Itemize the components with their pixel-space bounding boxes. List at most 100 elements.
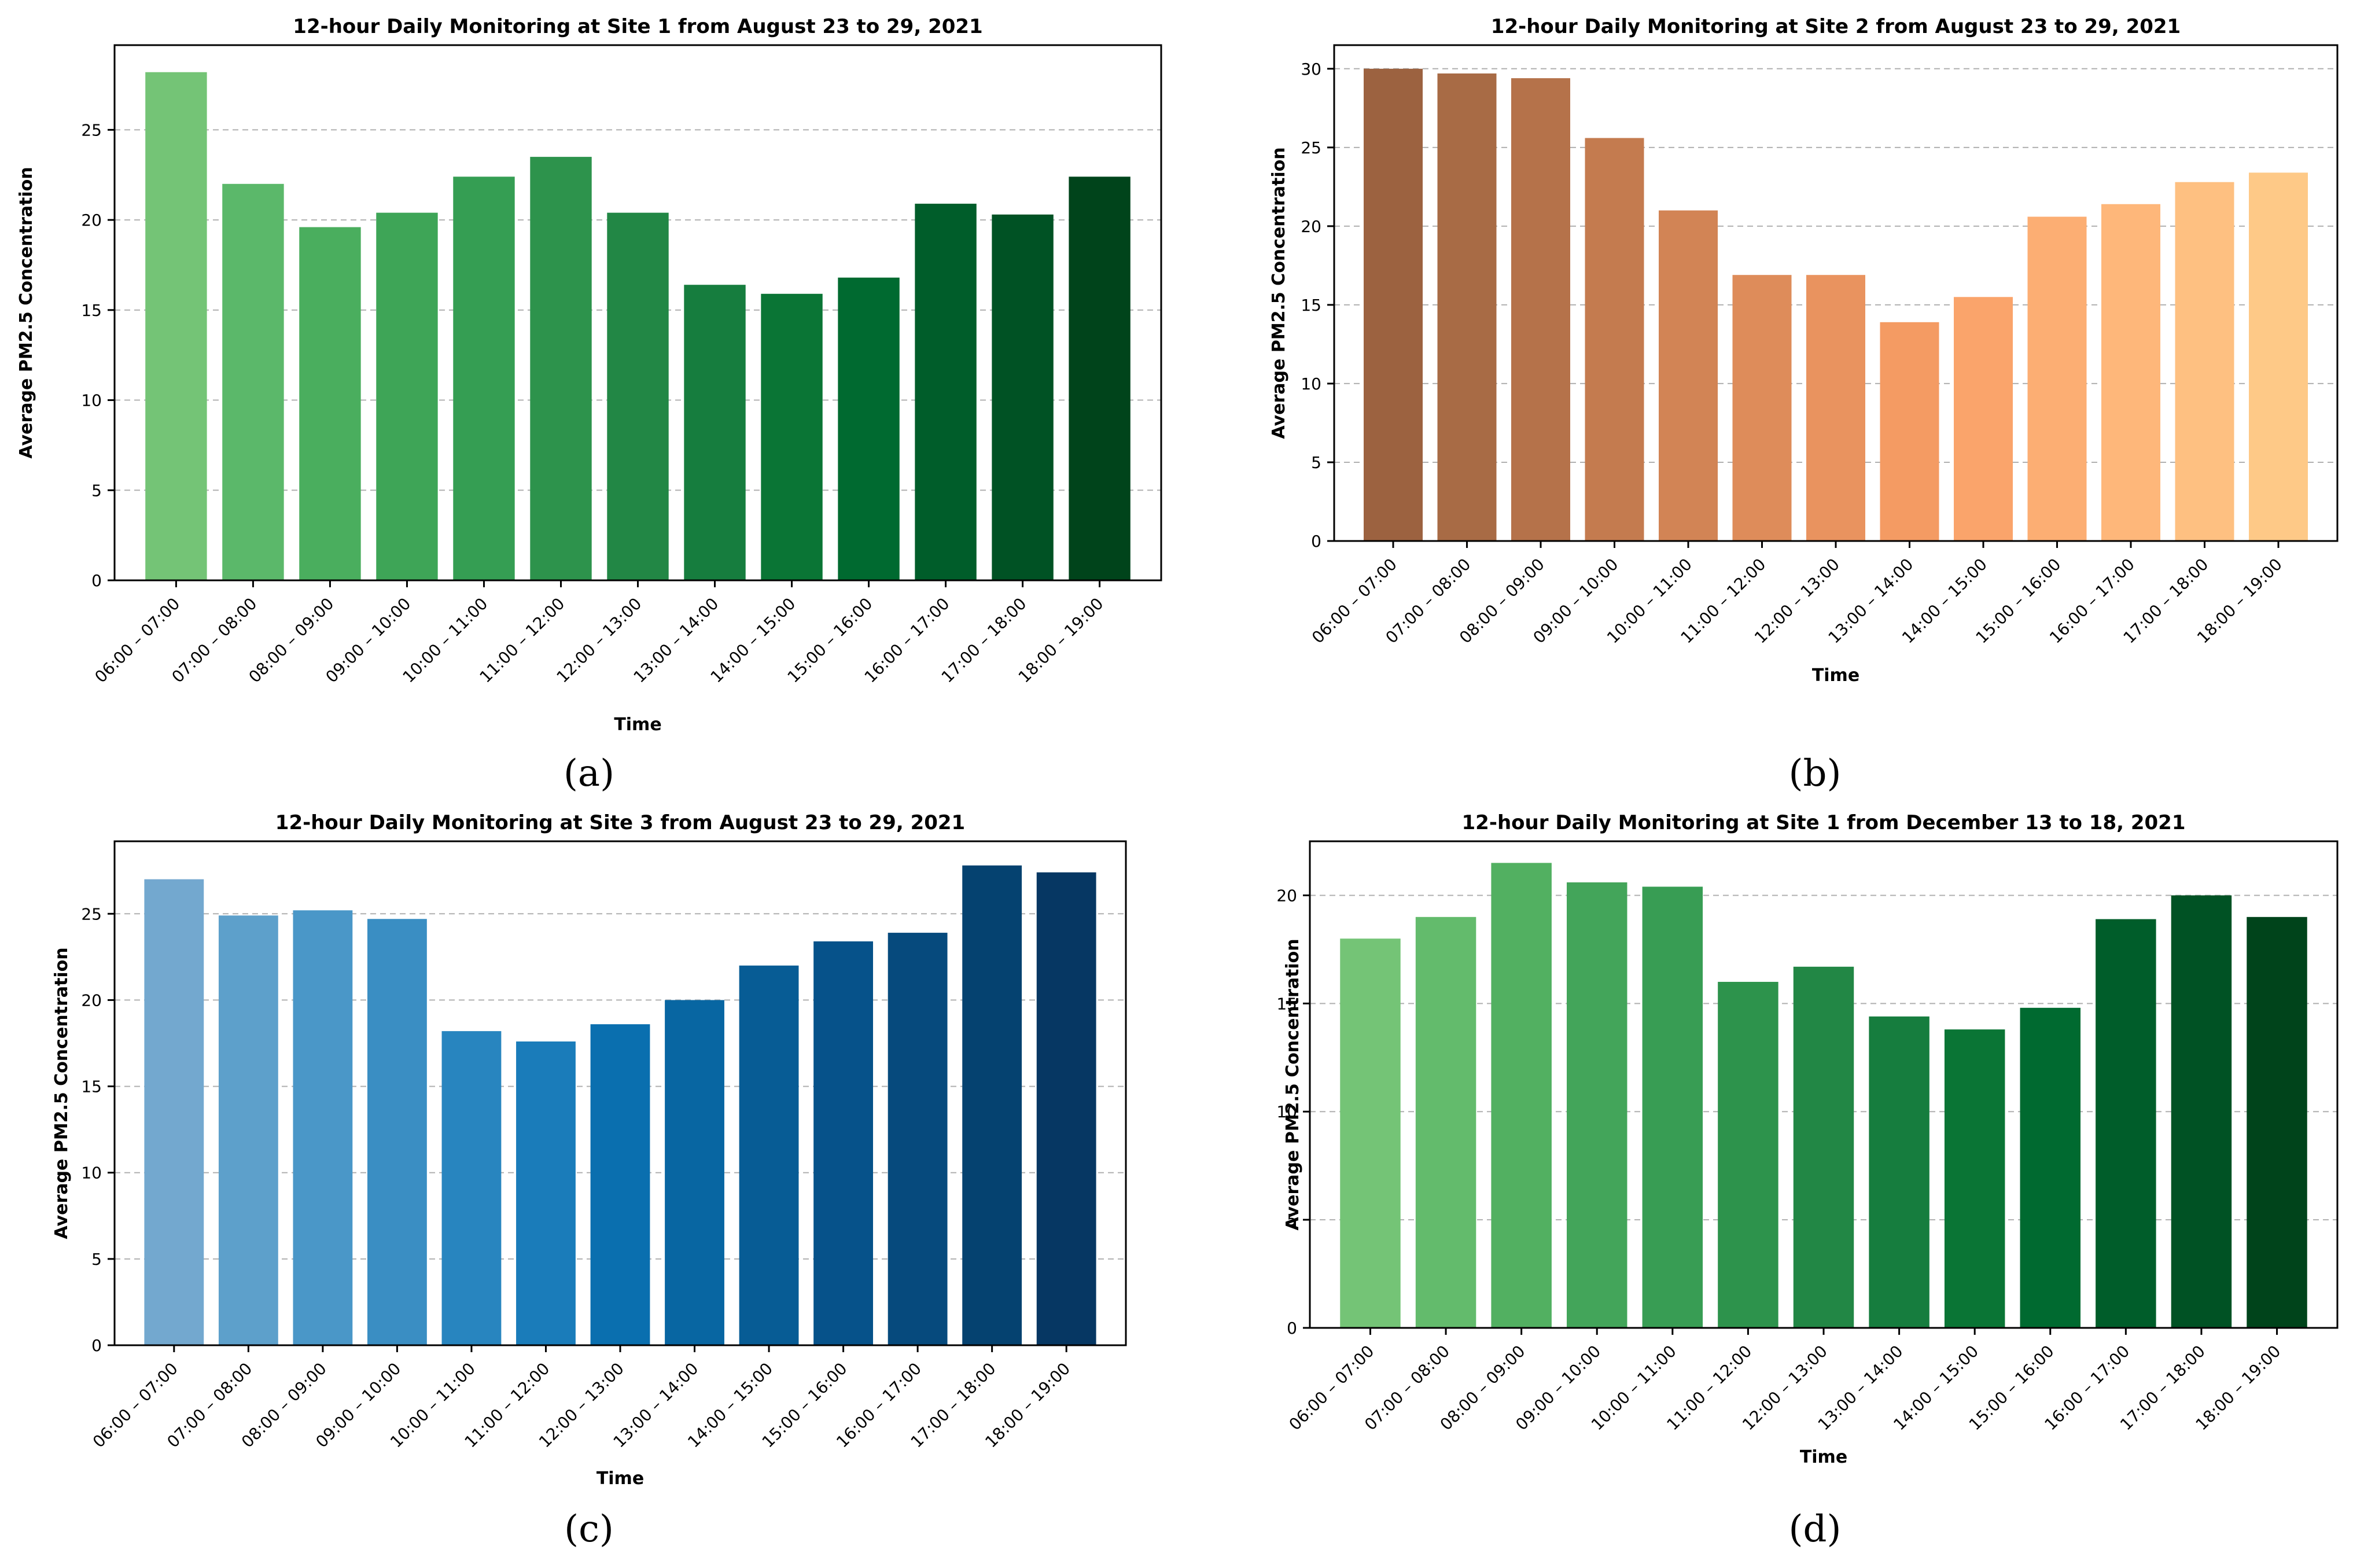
bar [1491, 863, 1552, 1328]
bar [1585, 138, 1644, 541]
y-tick-label: 5 [1287, 1210, 1297, 1230]
bar [2247, 916, 2307, 1328]
bar [1437, 73, 1497, 541]
bar [516, 1041, 576, 1345]
y-tick-label: 20 [1276, 886, 1297, 905]
y-tick-label: 25 [81, 120, 102, 139]
y-tick-label: 15 [81, 1077, 102, 1096]
chart-title: 12-hour Daily Monitoring at Site 2 from … [1491, 15, 2181, 38]
y-tick-label: 0 [91, 571, 102, 590]
bar [1567, 882, 1627, 1328]
y-tick-label: 15 [1301, 296, 1321, 315]
panel-label-c: (c) [564, 1508, 614, 1551]
y-tick-label: 10 [1276, 1102, 1297, 1121]
panel-label-d: (d) [1788, 1508, 1842, 1551]
bar [665, 1000, 724, 1345]
y-axis-label: Average PM2.5 Concentration [1269, 147, 1289, 439]
bar [222, 183, 284, 580]
y-tick-label: 15 [81, 301, 102, 320]
chart-title: 12-hour Daily Monitoring at Site 1 from … [1462, 811, 2186, 834]
y-tick-label: 0 [1311, 532, 1321, 551]
y-tick-label: 0 [91, 1336, 102, 1355]
bar [441, 1031, 502, 1345]
y-axis-label: Average PM2.5 Concentration [51, 947, 72, 1239]
x-axis-label: Time [614, 715, 661, 735]
chart-title: 12-hour Daily Monitoring at Site 1 from … [293, 15, 982, 38]
bar [2020, 1007, 2080, 1328]
bar [1793, 966, 1854, 1328]
y-tick-label: 10 [1301, 374, 1321, 393]
bar [1718, 981, 1778, 1328]
bar [761, 293, 823, 580]
bar [590, 1024, 650, 1345]
panel-b: 0 5 10 15 20 25 30 06:00 – 07:00 07:00 – 08:00 08… [1177, 0, 2353, 795]
bar [1340, 938, 1401, 1328]
bar [1869, 1016, 1929, 1328]
panel-c: 0 5 10 15 20 25 06:00 – 07:00 07:00 – 08:00 08:0… [0, 798, 1177, 1568]
bar [607, 212, 669, 580]
bar [1806, 275, 1865, 541]
x-axis-label: Time [1800, 1447, 1847, 1467]
panel-a: 0 5 10 15 20 25 06:00 – 07:00 07:00 – 08:00 08:0… [0, 0, 1177, 795]
bar [1732, 275, 1792, 541]
bar [530, 157, 592, 580]
bar [813, 941, 873, 1345]
x-axis-label: Time [596, 1468, 644, 1489]
chart-title: 12-hour Daily Monitoring at Site 3 from … [275, 811, 965, 834]
bar [2175, 182, 2234, 541]
bar [145, 72, 207, 581]
y-tick-label: 5 [91, 481, 102, 500]
y-tick-label: 10 [81, 391, 102, 410]
panel-label-b: (b) [1788, 752, 1842, 795]
y-tick-label: 5 [1311, 453, 1321, 472]
bar [367, 919, 427, 1345]
bar [1659, 210, 1718, 542]
y-tick-label: 5 [91, 1250, 102, 1269]
bar [218, 915, 278, 1345]
bar [376, 212, 438, 580]
y-axis-label: Average PM2.5 Concentration [16, 167, 36, 458]
bar [1944, 1029, 2005, 1328]
bar [453, 176, 515, 580]
bar [684, 285, 746, 580]
bar [1880, 322, 1939, 541]
y-tick-label: 15 [1276, 994, 1297, 1013]
bar [2249, 172, 2308, 541]
bar [2101, 204, 2160, 541]
bar [888, 933, 948, 1345]
bar [2171, 895, 2232, 1328]
bar [144, 879, 204, 1345]
panel-d: 0 5 10 15 20 06:00 – 07:00 07:00 – 08:00 08:00 … [1177, 798, 2353, 1568]
x-axis-label: Time [1812, 665, 1859, 686]
panel-label-a: (a) [563, 752, 615, 795]
bar [1069, 176, 1131, 580]
bar [299, 227, 361, 581]
y-tick-label: 25 [81, 904, 102, 923]
y-tick-label: 30 [1301, 60, 1321, 79]
y-axis-label: Average PM2.5 Concentration [1283, 938, 1303, 1230]
bar [1511, 78, 1570, 542]
y-tick-label: 20 [81, 991, 102, 1010]
bar [915, 204, 977, 580]
y-tick-label: 20 [81, 211, 102, 230]
bar [293, 910, 353, 1345]
y-tick-label: 0 [1287, 1319, 1297, 1338]
y-tick-label: 25 [1301, 138, 1321, 157]
bar [962, 865, 1022, 1345]
bar [1954, 297, 2013, 541]
y-tick-label: 20 [1301, 217, 1321, 236]
bar [2096, 919, 2156, 1328]
bar [1642, 886, 1703, 1328]
bar [1364, 68, 1423, 542]
bar [2027, 216, 2087, 541]
bar [1036, 872, 1096, 1345]
bar [838, 277, 900, 580]
bar [739, 965, 799, 1345]
bar [992, 214, 1054, 580]
y-tick-label: 10 [81, 1164, 102, 1183]
bar [1415, 916, 1476, 1328]
